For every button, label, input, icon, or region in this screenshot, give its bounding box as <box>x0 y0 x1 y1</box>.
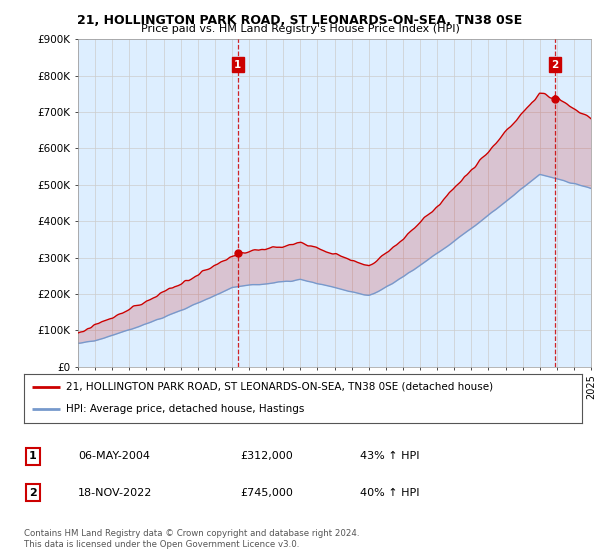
Text: 40% ↑ HPI: 40% ↑ HPI <box>360 488 419 498</box>
Text: £312,000: £312,000 <box>240 451 293 461</box>
Text: 2: 2 <box>29 488 37 498</box>
Text: 18-NOV-2022: 18-NOV-2022 <box>78 488 152 498</box>
Text: Contains HM Land Registry data © Crown copyright and database right 2024.
This d: Contains HM Land Registry data © Crown c… <box>24 529 359 549</box>
Text: Price paid vs. HM Land Registry's House Price Index (HPI): Price paid vs. HM Land Registry's House … <box>140 24 460 34</box>
Text: £745,000: £745,000 <box>240 488 293 498</box>
Text: HPI: Average price, detached house, Hastings: HPI: Average price, detached house, Hast… <box>66 404 304 414</box>
Text: 1: 1 <box>29 451 37 461</box>
Text: 21, HOLLINGTON PARK ROAD, ST LEONARDS-ON-SEA, TN38 0SE: 21, HOLLINGTON PARK ROAD, ST LEONARDS-ON… <box>77 14 523 27</box>
Text: 06-MAY-2004: 06-MAY-2004 <box>78 451 150 461</box>
Text: 1: 1 <box>234 60 242 69</box>
Text: 43% ↑ HPI: 43% ↑ HPI <box>360 451 419 461</box>
Text: 2: 2 <box>551 60 559 69</box>
Text: 21, HOLLINGTON PARK ROAD, ST LEONARDS-ON-SEA, TN38 0SE (detached house): 21, HOLLINGTON PARK ROAD, ST LEONARDS-ON… <box>66 382 493 392</box>
